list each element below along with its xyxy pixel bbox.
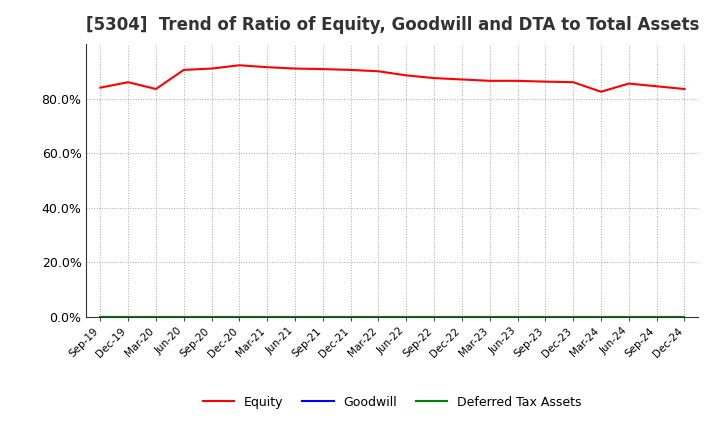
Deferred Tax Assets [346, 314, 355, 319]
Deferred Tax Assets [318, 314, 327, 319]
Goodwill [597, 314, 606, 319]
Equity [152, 86, 161, 92]
Goodwill [346, 314, 355, 319]
Deferred Tax Assets [402, 314, 410, 319]
Equity [318, 66, 327, 72]
Equity [541, 79, 550, 84]
Equity [374, 69, 383, 74]
Goodwill [680, 314, 689, 319]
Equity [263, 65, 271, 70]
Goodwill [235, 314, 243, 319]
Goodwill [402, 314, 410, 319]
Goodwill [291, 314, 300, 319]
Equity [402, 73, 410, 78]
Goodwill [541, 314, 550, 319]
Deferred Tax Assets [541, 314, 550, 319]
Deferred Tax Assets [235, 314, 243, 319]
Equity [124, 80, 132, 85]
Goodwill [207, 314, 216, 319]
Goodwill [624, 314, 633, 319]
Deferred Tax Assets [485, 314, 494, 319]
Deferred Tax Assets [152, 314, 161, 319]
Equity [346, 67, 355, 73]
Deferred Tax Assets [458, 314, 467, 319]
Deferred Tax Assets [597, 314, 606, 319]
Goodwill [124, 314, 132, 319]
Deferred Tax Assets [569, 314, 577, 319]
Deferred Tax Assets [513, 314, 522, 319]
Goodwill [458, 314, 467, 319]
Equity [207, 66, 216, 71]
Goodwill [96, 314, 104, 319]
Goodwill [513, 314, 522, 319]
Goodwill [263, 314, 271, 319]
Equity [430, 76, 438, 81]
Equity [458, 77, 467, 82]
Goodwill [179, 314, 188, 319]
Deferred Tax Assets [374, 314, 383, 319]
Deferred Tax Assets [124, 314, 132, 319]
Goodwill [318, 314, 327, 319]
Goodwill [430, 314, 438, 319]
Deferred Tax Assets [207, 314, 216, 319]
Deferred Tax Assets [291, 314, 300, 319]
Equity [96, 85, 104, 90]
Goodwill [374, 314, 383, 319]
Line: Equity: Equity [100, 65, 685, 92]
Equity [652, 84, 661, 89]
Equity [597, 89, 606, 94]
Title: [5304]  Trend of Ratio of Equity, Goodwill and DTA to Total Assets: [5304] Trend of Ratio of Equity, Goodwil… [86, 16, 699, 34]
Equity [569, 80, 577, 85]
Equity [680, 86, 689, 92]
Deferred Tax Assets [179, 314, 188, 319]
Deferred Tax Assets [652, 314, 661, 319]
Goodwill [569, 314, 577, 319]
Goodwill [485, 314, 494, 319]
Equity [179, 67, 188, 73]
Deferred Tax Assets [680, 314, 689, 319]
Equity [485, 78, 494, 84]
Equity [624, 81, 633, 86]
Equity [291, 66, 300, 71]
Deferred Tax Assets [430, 314, 438, 319]
Deferred Tax Assets [624, 314, 633, 319]
Deferred Tax Assets [96, 314, 104, 319]
Equity [235, 62, 243, 68]
Deferred Tax Assets [263, 314, 271, 319]
Goodwill [652, 314, 661, 319]
Goodwill [152, 314, 161, 319]
Equity [513, 78, 522, 84]
Legend: Equity, Goodwill, Deferred Tax Assets: Equity, Goodwill, Deferred Tax Assets [198, 391, 587, 414]
